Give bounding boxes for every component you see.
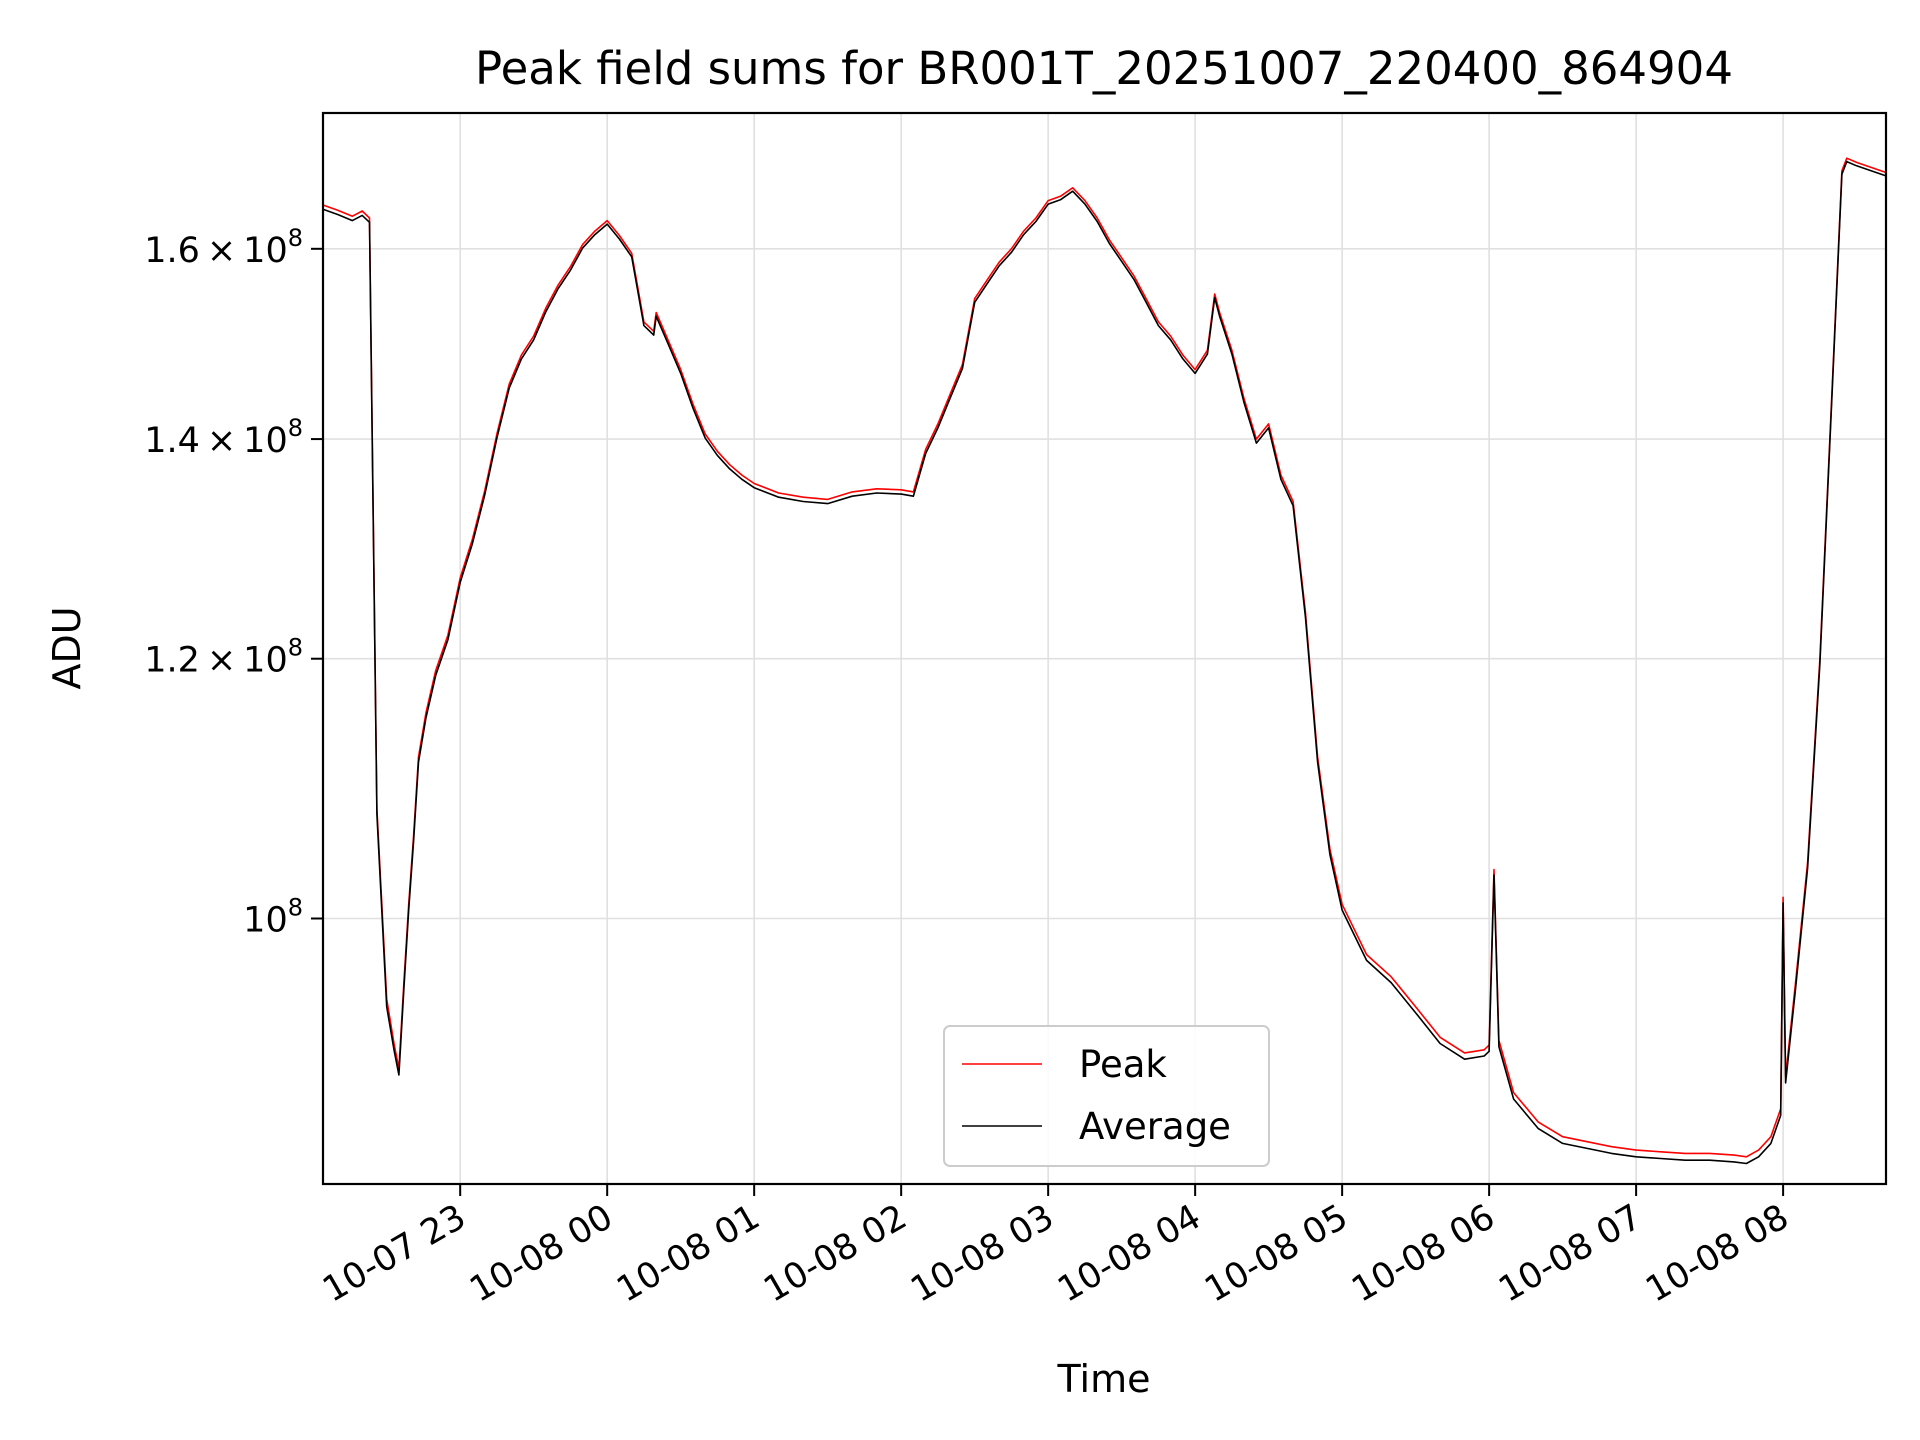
y-tick-exponent: 8 <box>288 224 303 252</box>
y-tick-label: 1.2 × 108 <box>144 634 303 681</box>
legend-label: Average <box>1079 1105 1231 1148</box>
grid <box>323 113 1886 1184</box>
y-tick-label: 1.4 × 108 <box>144 414 303 461</box>
y-tick-mantissa: 1.4 × 10 <box>144 421 288 461</box>
y-tick-exponent: 8 <box>288 634 303 662</box>
plot-frame <box>321 111 1888 1186</box>
y-tick-label: 1.6 × 108 <box>144 224 303 271</box>
y-tick-exponent: 8 <box>288 894 303 922</box>
series-line-peak <box>322 157 1887 1158</box>
x-axis-label: Time <box>1057 1357 1151 1401</box>
legend-label: Peak <box>1079 1043 1167 1086</box>
y-tick-mantissa: 1.2 × 10 <box>144 641 288 681</box>
legend: Peak Average <box>943 1025 1270 1167</box>
y-axis-label: ADU <box>45 606 89 689</box>
series-layer <box>322 157 1887 1165</box>
y-tick-mantissa: 10 <box>243 901 288 941</box>
y-tick-label: 108 <box>243 894 303 941</box>
legend-box <box>943 1025 1270 1167</box>
y-tick-mantissa: 1.6 × 10 <box>144 231 288 271</box>
series-line-average <box>322 160 1887 1165</box>
y-tick-exponent: 8 <box>288 414 303 442</box>
chart-title: Peak field sums for BR001T_20251007_2204… <box>475 42 1733 95</box>
